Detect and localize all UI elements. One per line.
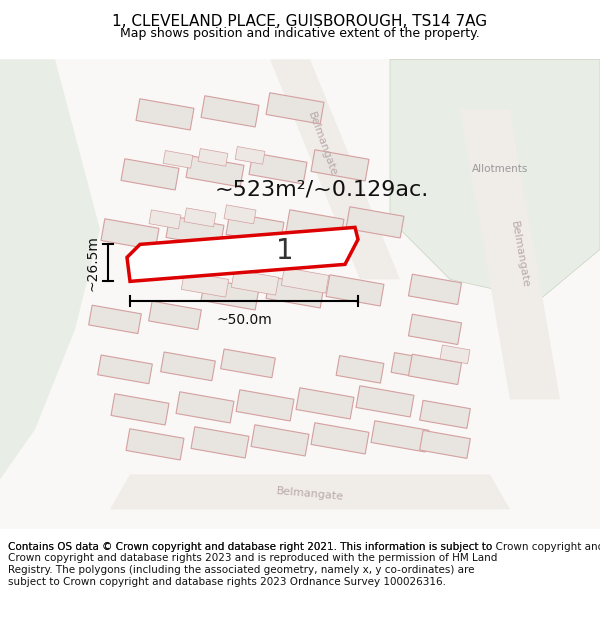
Polygon shape — [249, 152, 307, 184]
Polygon shape — [110, 474, 510, 509]
Polygon shape — [266, 92, 324, 124]
Text: Belmangate: Belmangate — [509, 220, 531, 289]
Polygon shape — [371, 421, 429, 452]
Text: ~50.0m: ~50.0m — [216, 313, 272, 328]
Polygon shape — [270, 59, 400, 279]
Polygon shape — [311, 150, 369, 181]
Polygon shape — [419, 431, 470, 458]
Polygon shape — [101, 219, 159, 250]
Polygon shape — [98, 355, 152, 384]
Polygon shape — [121, 159, 179, 190]
Polygon shape — [419, 401, 470, 428]
Polygon shape — [391, 352, 439, 380]
Polygon shape — [198, 149, 228, 166]
Polygon shape — [0, 59, 100, 479]
Text: Belmangate: Belmangate — [276, 486, 344, 502]
Polygon shape — [184, 208, 216, 227]
Polygon shape — [296, 388, 354, 419]
Polygon shape — [460, 109, 560, 399]
Polygon shape — [136, 99, 194, 130]
Text: 1: 1 — [276, 238, 294, 266]
Polygon shape — [226, 213, 284, 244]
Text: Map shows position and indicative extent of the property.: Map shows position and indicative extent… — [120, 27, 480, 40]
Polygon shape — [346, 207, 404, 238]
Polygon shape — [266, 277, 324, 308]
Polygon shape — [224, 205, 256, 224]
Polygon shape — [251, 425, 309, 456]
Text: ~26.5m: ~26.5m — [86, 235, 100, 291]
Polygon shape — [149, 301, 202, 329]
Polygon shape — [176, 392, 234, 423]
Polygon shape — [231, 269, 279, 295]
Polygon shape — [409, 274, 461, 304]
Polygon shape — [161, 352, 215, 381]
Text: Contains OS data © Crown copyright and database right 2021. This information is : Contains OS data © Crown copyright and d… — [8, 542, 497, 587]
Polygon shape — [281, 268, 329, 293]
Polygon shape — [221, 349, 275, 378]
Polygon shape — [336, 356, 384, 383]
Text: Allotments: Allotments — [472, 164, 528, 174]
Polygon shape — [163, 151, 193, 168]
Text: 1, CLEVELAND PLACE, GUISBOROUGH, TS14 7AG: 1, CLEVELAND PLACE, GUISBOROUGH, TS14 7A… — [112, 14, 488, 29]
Polygon shape — [201, 96, 259, 127]
Polygon shape — [126, 429, 184, 460]
Polygon shape — [440, 345, 470, 364]
Polygon shape — [166, 216, 224, 247]
Polygon shape — [311, 422, 369, 454]
Polygon shape — [409, 354, 461, 384]
Text: ~523m²/~0.129ac.: ~523m²/~0.129ac. — [215, 179, 429, 199]
Polygon shape — [235, 146, 265, 164]
Text: Belmangate: Belmangate — [306, 111, 338, 178]
Polygon shape — [409, 314, 461, 344]
Polygon shape — [149, 210, 181, 229]
Polygon shape — [181, 272, 229, 297]
Polygon shape — [89, 305, 142, 334]
Polygon shape — [390, 59, 600, 299]
Polygon shape — [111, 394, 169, 425]
Polygon shape — [326, 275, 384, 306]
Polygon shape — [286, 210, 344, 241]
Polygon shape — [127, 228, 358, 281]
Polygon shape — [201, 279, 259, 310]
Polygon shape — [236, 390, 294, 421]
Text: Contains OS data © Crown copyright and database right 2021. This information is : Contains OS data © Crown copyright and d… — [8, 542, 600, 552]
Polygon shape — [356, 386, 414, 417]
Polygon shape — [191, 427, 249, 458]
Polygon shape — [186, 156, 244, 187]
